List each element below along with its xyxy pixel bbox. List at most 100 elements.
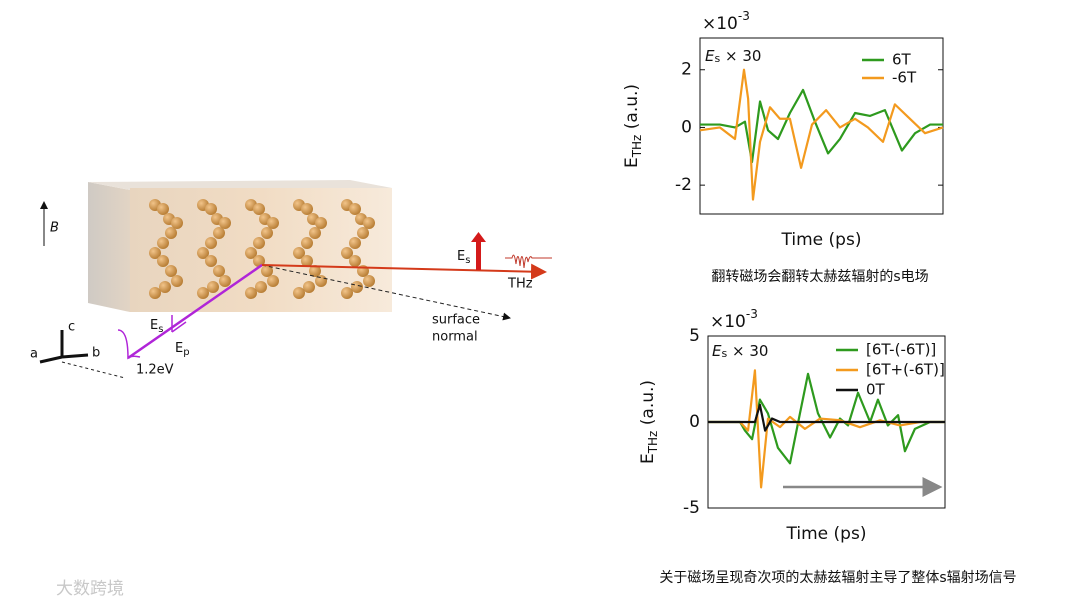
caption: 翻转磁场会翻转太赫兹辐射的s电场 bbox=[711, 269, 928, 285]
annotation-rest: × 30 bbox=[727, 342, 768, 360]
atom bbox=[267, 275, 279, 287]
atom bbox=[245, 247, 257, 259]
atom bbox=[245, 287, 257, 299]
legend-label: -6T bbox=[892, 69, 917, 87]
atom bbox=[207, 281, 219, 293]
diagram: B c a b Es Ep 1.2eV surface normal THz E… bbox=[30, 180, 552, 379]
y-scale-main: ×10 bbox=[710, 312, 746, 332]
y-label-rest: (a.u.) bbox=[622, 84, 642, 135]
atom bbox=[149, 247, 161, 259]
atom bbox=[267, 217, 279, 229]
x-axis-label: Time (ps) bbox=[786, 524, 867, 544]
ep-label: Ep bbox=[175, 341, 190, 359]
atom bbox=[303, 281, 315, 293]
es-out-label: Es bbox=[457, 249, 470, 267]
crystal-side bbox=[88, 182, 130, 312]
thz-label: THz bbox=[507, 277, 533, 292]
axis-b bbox=[61, 353, 89, 359]
atom bbox=[363, 275, 375, 287]
atom bbox=[157, 237, 169, 249]
atom bbox=[213, 265, 225, 277]
annotation-sub: s bbox=[714, 52, 720, 65]
y-label-main: E bbox=[638, 453, 658, 464]
y-label-sub: THz bbox=[630, 135, 644, 159]
pump-label: 1.2eV bbox=[136, 363, 174, 378]
atom bbox=[253, 255, 265, 267]
x-axis-label: Time (ps) bbox=[781, 230, 862, 250]
annotation: Es × 30 bbox=[705, 47, 761, 66]
atom bbox=[213, 227, 225, 239]
annotation-rest: × 30 bbox=[720, 47, 761, 65]
y-axis-label: ETHz (a.u.) bbox=[638, 380, 660, 464]
atom bbox=[357, 227, 369, 239]
atom bbox=[165, 227, 177, 239]
atom bbox=[261, 265, 273, 277]
atom bbox=[363, 217, 375, 229]
ref-line bbox=[61, 361, 126, 379]
atom bbox=[349, 203, 361, 215]
es-out-main: E bbox=[457, 249, 465, 264]
atom bbox=[253, 237, 265, 249]
ep-main: E bbox=[175, 341, 183, 356]
atom bbox=[301, 237, 313, 249]
c-label: c bbox=[68, 320, 75, 335]
watermark: 大数跨境 bbox=[56, 579, 124, 599]
atom bbox=[205, 255, 217, 267]
legend-label: 0T bbox=[866, 381, 886, 399]
ep-sub: p bbox=[183, 347, 189, 358]
atom bbox=[197, 287, 209, 299]
atom bbox=[341, 247, 353, 259]
atom bbox=[171, 275, 183, 287]
legend-label: [6T-(-6T)] bbox=[866, 341, 936, 359]
atom bbox=[159, 281, 171, 293]
atom bbox=[315, 217, 327, 229]
atom bbox=[171, 217, 183, 229]
pump-pulse bbox=[117, 329, 141, 360]
y-tick-label: -2 bbox=[675, 175, 692, 195]
y-tick-label: -5 bbox=[683, 498, 700, 518]
atom bbox=[219, 275, 231, 287]
crystal-top bbox=[88, 180, 392, 190]
atom bbox=[309, 265, 321, 277]
atoms bbox=[149, 199, 375, 299]
b-axis-label: b bbox=[92, 346, 100, 361]
atom bbox=[341, 287, 353, 299]
es-sub: s bbox=[158, 324, 163, 335]
atom bbox=[253, 203, 265, 215]
atom bbox=[149, 287, 161, 299]
ep-arrow bbox=[171, 321, 187, 333]
series-line bbox=[699, 68, 944, 201]
atom bbox=[301, 255, 313, 267]
plot-frame bbox=[699, 37, 944, 215]
thz-pulse bbox=[505, 254, 552, 269]
es-out-sub: s bbox=[465, 255, 470, 266]
y-tick-label: 0 bbox=[681, 117, 692, 137]
atom bbox=[157, 255, 169, 267]
normal-label-2: normal bbox=[432, 330, 478, 345]
annotation-sub: s bbox=[721, 347, 727, 360]
legend-label: 6T bbox=[892, 51, 912, 69]
y-label-sub: THz bbox=[646, 431, 660, 455]
y-scale-sup: -3 bbox=[746, 307, 758, 321]
caption: 关于磁场呈现奇次项的太赫兹辐射主导了整体s辐射场信号 bbox=[659, 569, 1016, 586]
annotation-main: E bbox=[705, 47, 715, 65]
atom bbox=[309, 227, 321, 239]
normal-label-1: surface bbox=[432, 313, 480, 328]
atom bbox=[293, 287, 305, 299]
atom bbox=[301, 203, 313, 215]
es-label: Es bbox=[150, 318, 163, 336]
thz-beam bbox=[261, 263, 547, 280]
y-tick-label: 0 bbox=[689, 412, 700, 432]
series-line bbox=[700, 88, 943, 164]
y-scale-main: ×10 bbox=[702, 14, 738, 34]
y-scale: ×10-3 bbox=[710, 307, 758, 333]
annotation: Es × 30 bbox=[712, 342, 768, 361]
es-out-head bbox=[471, 232, 486, 242]
atom bbox=[165, 265, 177, 277]
pump-beam bbox=[127, 263, 263, 360]
atom bbox=[261, 227, 273, 239]
es-main: E bbox=[150, 318, 158, 333]
y-tick-label: 2 bbox=[681, 60, 692, 80]
atom bbox=[351, 281, 363, 293]
